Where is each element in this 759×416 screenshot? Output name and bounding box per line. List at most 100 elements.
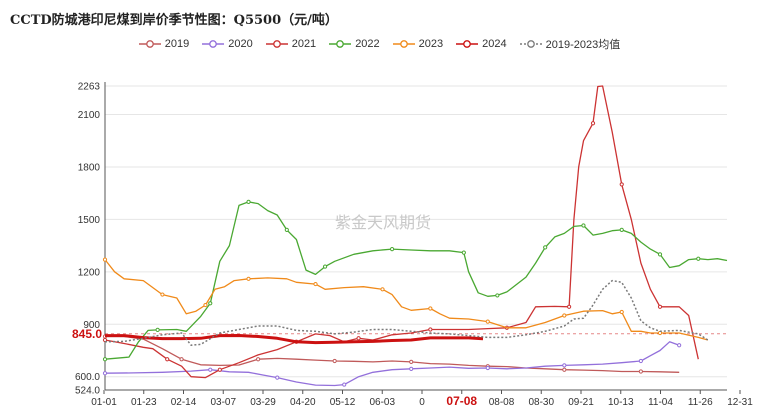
legend-label: 2020 [228,38,253,50]
series-point [246,276,251,281]
legend-swatch-icon [456,40,479,48]
series-point [638,358,643,364]
legend-swatch-icon [519,40,542,48]
legend-swatch-icon [202,40,225,48]
legend-label: 2023 [418,38,444,50]
series-point [256,357,261,362]
legend-label: 2021 [291,38,317,50]
series-line-2024 [105,334,484,345]
x-tick-label: 10-13 [608,397,634,408]
series-point [657,252,663,257]
x-tick-label-current: 07-08 [446,394,477,408]
y-tick-label: 1800 [78,162,101,173]
series-point [428,306,433,311]
series-point [485,319,490,324]
chart-legend: 2019 2020 2021 2022 2023 2024 2019-2023均值 [0,36,759,52]
x-tick-label: 0 [419,397,425,408]
series-point [677,343,682,348]
series-point [380,287,385,292]
x-tick-label: 08-08 [489,397,515,408]
series-point [275,375,280,380]
series-point [389,247,395,252]
series-point [409,359,414,364]
series-point [657,304,663,309]
series-point [696,256,701,261]
series-point [102,371,108,376]
legend-swatch-icon [329,40,352,48]
series-point [590,121,596,126]
legend-label: 2019-2023均值 [545,39,621,51]
y-tick-label: 2263 [78,82,101,93]
series-point [179,357,184,362]
chart-title: CCTD防城港印尼煤到岸价季节性图：Q5500（元/吨） [10,13,338,28]
series-point [284,227,289,232]
series-point [102,357,108,362]
series-point [160,292,165,297]
series-line-2019-2023均值 [104,279,709,346]
x-tick-label: 01-23 [131,397,157,408]
legend-item-2023[interactable]: 2023 [392,36,444,52]
series-point [208,301,213,306]
x-tick-label: 04-20 [290,397,316,408]
legend-item-2020[interactable]: 2020 [202,36,253,52]
series-point [217,367,222,372]
x-tick-label: 06-03 [369,397,395,408]
series-point [313,281,318,287]
series-point [246,199,251,205]
y-tick-label: 1500 [78,215,101,226]
series-point [562,367,567,372]
series-line-2022 [104,201,728,360]
series-point [203,302,208,308]
series-point [619,309,624,315]
x-tick-label: 01-01 [91,397,117,408]
series-point [356,336,361,341]
series-point [342,382,347,387]
series-point [155,327,160,332]
series-lines [102,85,728,387]
x-tick-label: 03-29 [250,397,276,408]
series-point [208,367,213,372]
marker-label: 845.0 [72,327,102,341]
series-point [638,369,643,374]
gridlines [105,85,727,391]
legend-item-2022[interactable]: 2022 [329,36,380,52]
axes [103,82,741,394]
series-point [428,327,433,332]
x-tick-label: 02-14 [171,397,197,408]
series-point [543,245,548,250]
x-tick-label: 08-30 [528,397,554,408]
series-point [332,358,337,364]
legend-swatch-icon [265,40,288,48]
x-tick-label: 12-31 [727,397,753,408]
series-point [562,363,567,368]
series-line-2019 [105,335,680,373]
series-line-2021 [104,85,699,379]
legend-label: 2019 [164,38,190,50]
y-tick-label: 2100 [78,110,101,121]
series-point [567,304,572,309]
legend-swatch-icon [138,40,161,48]
series-point [461,250,466,255]
legend-label: 2024 [482,38,507,50]
y-tick-label: 900 [83,320,100,331]
series-point [562,313,567,318]
legend-item-2019[interactable]: 2019 [138,36,190,52]
legend-item-2021[interactable]: 2021 [265,36,317,52]
x-tick-label: 11-26 [688,397,713,408]
legend-item-2024[interactable]: 2024 [456,36,507,52]
series-point [619,227,624,232]
series-point [581,223,586,228]
legend-label: 2022 [355,38,380,50]
x-tick-label: 11-04 [648,397,673,408]
x-tick-label: 03-07 [210,397,236,408]
watermark: 紫金天风期货 [335,213,431,232]
y-tick-label: 600.0 [75,372,100,383]
legend-item-2019-2023均值[interactable]: 2019-2023均值 [519,36,621,52]
y-tick-label: 524.0 [75,386,100,397]
x-tick-label: 09-21 [568,397,594,408]
series-point [409,366,414,371]
series-point [619,182,624,187]
y-tick-label: 1200 [78,267,101,278]
